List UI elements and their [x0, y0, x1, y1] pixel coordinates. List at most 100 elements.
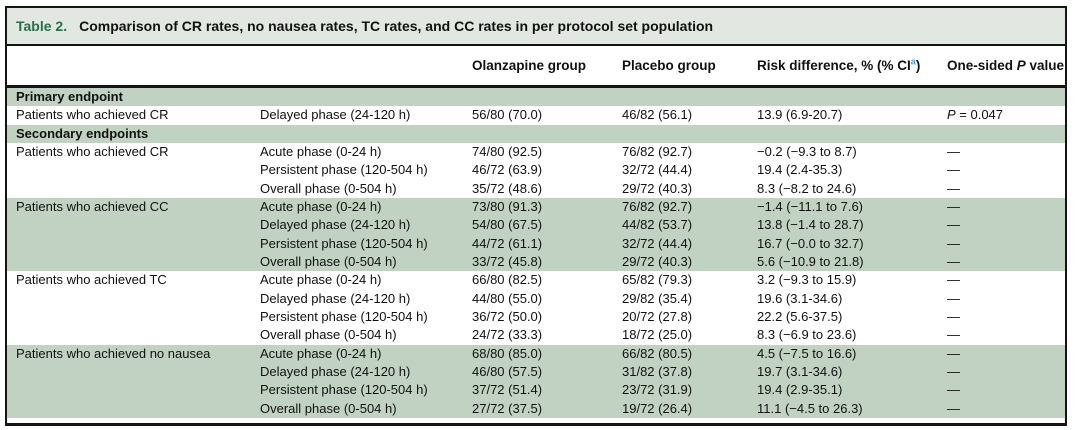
endpoint-cell: Patients who achieved CR [16, 143, 169, 159]
phase-cell: Delayed phase (24-120 h) [260, 363, 411, 379]
p-value-cell: — [947, 345, 960, 361]
phase-cell: Acute phase (0-24 h) [260, 143, 382, 159]
risk-difference-cell: 8.3 (−6.9 to 23.6) [757, 327, 857, 343]
placebo-cell: 29/82 (35.4) [622, 290, 693, 306]
col-header-risk-difference: Risk difference, % (% CIa) [757, 58, 947, 73]
table-title: Comparison of CR rates, no nausea rates,… [79, 18, 714, 34]
table-row: Patients who achieved no nausea Acute pha… [7, 344, 1065, 363]
phase-cell: Overall phase (0-504 h) [260, 327, 397, 343]
phase-cell: Acute phase (0-24 h) [260, 345, 382, 361]
p-value-cell: — [947, 382, 960, 398]
olanzapine-cell: 44/72 (61.1) [472, 235, 543, 251]
table-row: Persistent phase (120-504 h) 46/72 (63.9)… [7, 161, 1065, 179]
endpoint-cell: Patients who achieved CR [16, 107, 169, 123]
p-value-cell: — [947, 308, 960, 324]
phase-cell: Persistent phase (120-504 h) [260, 162, 428, 178]
p-value-cell: — [947, 363, 960, 379]
table-row: Patients who achieved CC Acute phase (0-2… [7, 197, 1065, 217]
table-row: Delayed phase (24-120 h) 44/80 (55.0) 29/8… [7, 290, 1065, 308]
phase-cell: Persistent phase (120-504 h) [260, 235, 428, 251]
risk-difference-cell: 8.3 (−8.2 to 24.6) [757, 180, 857, 196]
phase-cell: Overall phase (0-504 h) [260, 400, 397, 416]
olanzapine-cell: 73/80 (91.3) [472, 198, 543, 214]
table-row: Overall phase (0-504 h) 33/72 (45.8) 29/72… [7, 252, 1065, 272]
p-value-header-pre: One-sided [947, 58, 1017, 73]
olanzapine-cell: 37/72 (51.4) [472, 382, 543, 398]
table-row: Overall phase (0-504 h) 24/72 (33.3) 18/72… [7, 326, 1065, 344]
risk-difference-cell: 19.4 (2.4-35.3) [757, 162, 843, 178]
risk-difference-cell: 13.8 (−1.4 to 28.7) [757, 217, 864, 233]
olanzapine-cell: 56/80 (70.0) [472, 107, 543, 123]
phase-cell: Delayed phase (24-120 h) [260, 107, 411, 123]
section-row: Primary endpoint [7, 88, 1065, 107]
table-row: Overall phase (0-504 h) 27/72 (37.5) 19/72… [7, 399, 1065, 418]
placebo-cell: 76/82 (92.7) [622, 143, 693, 159]
olanzapine-cell: 74/80 (92.5) [472, 143, 543, 159]
placebo-cell: 29/72 (40.3) [622, 180, 693, 196]
table-caption: Table 2. Comparison of CR rates, no naus… [7, 8, 1065, 46]
olanzapine-cell: 33/72 (45.8) [472, 253, 543, 269]
section-label: Secondary endpoints [16, 125, 149, 141]
risk-difference-cell: 22.2 (5.6-37.5) [757, 308, 843, 324]
p-value-cell: — [947, 327, 960, 343]
col-header-placebo-group: Placebo group [622, 58, 716, 73]
risk-difference-cell: 16.7 (−0.0 to 32.7) [757, 235, 864, 251]
risk-difference-cell: −1.4 (−11.1 to 7.6) [757, 198, 863, 214]
p-value-cell: — [947, 162, 960, 178]
col-header-olanzapine-group: Olanzapine group [472, 58, 587, 73]
table-header-row: Olanzapine group Placebo group Risk diff… [7, 46, 1065, 88]
risk-difference-header-close: ) [915, 58, 921, 73]
table-row: Overall phase (0-504 h) 35/72 (48.6) 29/72… [7, 180, 1065, 198]
table-2: Table 2. Comparison of CR rates, no naus… [5, 6, 1067, 426]
risk-difference-cell: 4.5 (−7.5 to 16.6) [757, 345, 857, 361]
olanzapine-cell: 27/72 (37.5) [472, 400, 543, 416]
p-value-cell: — [947, 253, 960, 269]
col-header-p-value: One-sided P value [947, 58, 1065, 73]
risk-difference-cell: 3.2 (−9.3 to 15.9) [757, 272, 857, 288]
olanzapine-cell: 24/72 (33.3) [472, 327, 543, 343]
placebo-cell: 32/72 (44.4) [622, 162, 693, 178]
placebo-cell: 31/82 (37.8) [622, 363, 693, 379]
risk-difference-cell: 19.7 (3.1-34.6) [757, 363, 843, 379]
table-row: Patients who achieved TC Acute phase (0-2… [7, 271, 1065, 289]
placebo-cell: 18/72 (25.0) [622, 327, 693, 343]
endpoint-cell: Patients who achieved CC [16, 198, 169, 214]
risk-difference-cell: 19.4 (2.9-35.1) [757, 382, 843, 398]
table-row: Persistent phase (120-504 h) 37/72 (51.4)… [7, 381, 1065, 400]
phase-cell: Overall phase (0-504 h) [260, 180, 397, 196]
olanzapine-cell: 36/72 (50.0) [472, 308, 543, 324]
table-label: Table 2. [16, 18, 68, 34]
table-row: Delayed phase (24-120 h) 46/80 (57.5) 31/8… [7, 362, 1065, 382]
p-value-cell: — [947, 198, 960, 214]
olanzapine-cell: 54/80 (67.5) [472, 217, 543, 233]
olanzapine-cell: 35/72 (48.6) [472, 180, 543, 196]
p-value-cell: — [947, 217, 960, 233]
p-value-cell: — [947, 400, 960, 416]
placebo-cell: 65/82 (79.3) [622, 272, 693, 288]
footnote-a-marker: a [910, 58, 916, 67]
placebo-cell: 19/72 (26.4) [622, 400, 693, 416]
risk-difference-cell: 5.6 (−10.9 to 21.8) [757, 253, 864, 269]
phase-cell: Acute phase (0-24 h) [260, 272, 382, 288]
phase-cell: Delayed phase (24-120 h) [260, 217, 411, 233]
risk-difference-header-text: Risk difference, % (% CI [757, 58, 911, 73]
p-value-cell: — [947, 143, 960, 159]
phase-cell: Overall phase (0-504 h) [260, 253, 397, 269]
table-row: Persistent phase (120-504 h) 36/72 (50.0)… [7, 308, 1065, 326]
placebo-cell: 46/82 (56.1) [622, 107, 693, 123]
p-value-header-post: value [1025, 58, 1065, 73]
p-value-cell: — [947, 235, 960, 251]
p-value-cell: — [947, 180, 960, 196]
placebo-cell: 20/72 (27.8) [622, 308, 693, 324]
risk-difference-cell: 19.6 (3.1-34.6) [757, 290, 843, 306]
placebo-cell: 44/82 (53.7) [622, 217, 693, 233]
placebo-cell: 76/82 (92.7) [622, 198, 693, 214]
section-row: Secondary endpoints [7, 124, 1065, 143]
endpoint-cell: Patients who achieved TC [16, 272, 167, 288]
placebo-cell: 23/72 (31.9) [622, 382, 693, 398]
olanzapine-cell: 46/72 (63.9) [472, 162, 543, 178]
table-row: Persistent phase (120-504 h) 44/72 (61.1)… [7, 234, 1065, 253]
placebo-cell: 66/82 (80.5) [622, 345, 693, 361]
risk-difference-cell: −0.2 (−9.3 to 8.7) [757, 143, 857, 159]
p-value-cell: P = 0.047 [947, 107, 1004, 123]
